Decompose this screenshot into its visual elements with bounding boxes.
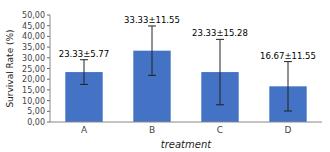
- error-line: [152, 26, 153, 75]
- y-tick-label: 5,00: [27, 107, 45, 116]
- x-axis-label: treatment: [161, 139, 212, 150]
- y-tick-label: 10,00: [22, 97, 45, 106]
- y-tick-label: 15,00: [22, 86, 45, 95]
- error-cap: [80, 59, 88, 60]
- error-cap: [216, 104, 224, 105]
- data-label: 23.33±15.28: [192, 28, 248, 38]
- error-line: [220, 39, 221, 104]
- y-tick-label: 40,00: [22, 32, 45, 41]
- y-tick-label: 50,00: [22, 11, 45, 20]
- bars: [65, 26, 306, 122]
- y-tick-label: 30,00: [22, 54, 45, 63]
- error-bar: [284, 62, 292, 111]
- x-axis: [50, 122, 322, 123]
- error-bar: [80, 60, 88, 85]
- x-tick-label: A: [81, 125, 88, 135]
- chart: 0,00 5,0010,00 15,00 20,0025,00 30,00 35,00 40…: [0, 0, 330, 152]
- data-label: 23.33±5.77: [59, 49, 109, 59]
- y-axis-label: Survival Rate (%): [5, 29, 15, 107]
- error-line: [84, 60, 85, 85]
- y-tick-label: 0,00: [27, 118, 45, 127]
- y-tick-label: 25,00: [22, 65, 45, 74]
- x-tick-label: B: [149, 125, 155, 135]
- x-tick-label: C: [217, 125, 223, 135]
- error-bar: [148, 26, 156, 75]
- y-tick-label: 35,00: [22, 43, 45, 52]
- error-cap: [284, 111, 292, 112]
- y-tick-label: 45,00: [22, 22, 45, 31]
- error-cap: [216, 39, 224, 40]
- error-cap: [148, 25, 156, 26]
- x-tick-label: D: [285, 125, 292, 135]
- error-cap: [80, 84, 88, 85]
- error-line: [288, 62, 289, 111]
- error-bar: [216, 39, 224, 104]
- error-cap: [148, 75, 156, 76]
- y-axis: [50, 15, 51, 122]
- data-label: 33.33±11.55: [124, 15, 180, 25]
- y-tick-label: 20,00: [22, 75, 45, 84]
- data-label: 16.67±11.55: [260, 51, 316, 61]
- error-cap: [284, 61, 292, 62]
